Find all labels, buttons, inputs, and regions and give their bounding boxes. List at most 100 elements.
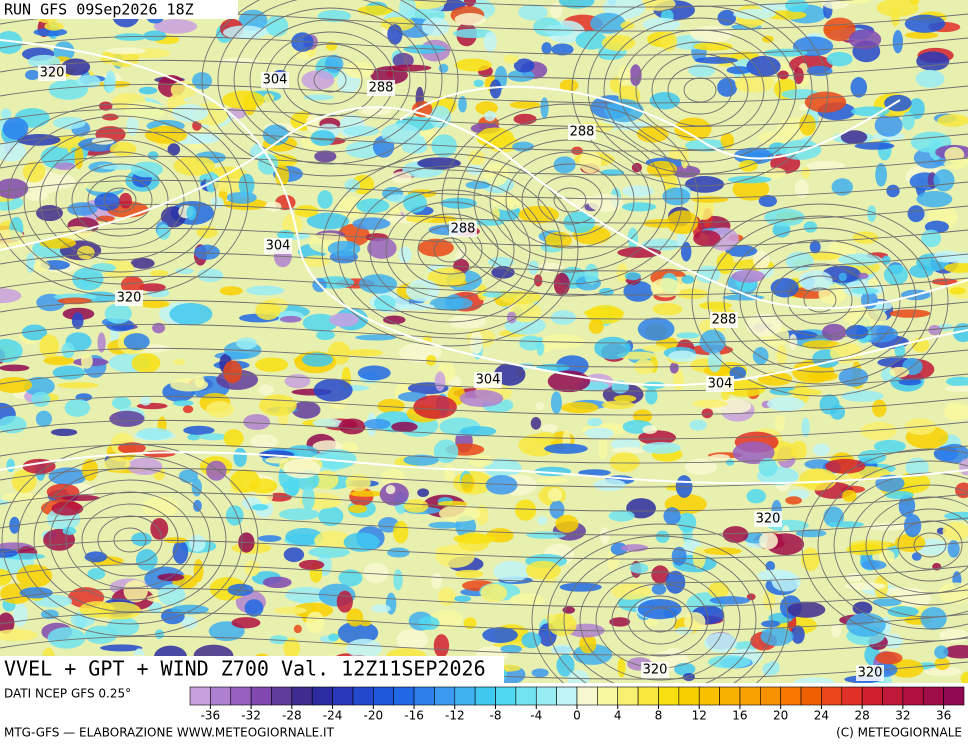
streamline	[755, 251, 885, 349]
color-box	[434, 686, 456, 706]
vvel-blob	[600, 169, 625, 176]
streamline	[0, 0, 856, 8]
vvel-blob	[363, 418, 391, 430]
contour-line	[0, 106, 968, 310]
vvel-blob	[806, 160, 845, 171]
vvel-blob	[683, 612, 706, 632]
color-box	[576, 686, 598, 706]
vvel-blob	[348, 504, 368, 514]
colorbar-tick-label: -24	[323, 709, 343, 723]
vvel-blob	[693, 230, 721, 247]
vvel-blob	[316, 330, 335, 341]
vvel-blob	[136, 427, 172, 441]
vvel-blob	[293, 624, 302, 634]
vvel-blob	[0, 629, 38, 642]
vvel-blob	[428, 521, 461, 529]
vvel-blob	[709, 454, 731, 461]
vvel-blob	[624, 272, 641, 281]
run-label: RUN GFS 09Sep2026 18Z	[4, 1, 194, 19]
vvel-blob	[525, 560, 562, 580]
vvel-blob	[157, 224, 171, 240]
vvel-blob	[2, 117, 29, 140]
vvel-blob	[468, 150, 485, 165]
vvel-blob	[909, 264, 934, 278]
vvel-blob	[371, 604, 391, 613]
colorbar-tick-label: 12	[692, 709, 707, 723]
streamline	[635, 41, 765, 139]
vvel-blob	[346, 638, 382, 659]
footer-right: (C) METEOGIORNALE	[836, 726, 962, 740]
vvel-blob	[717, 9, 737, 26]
vvel-blob	[236, 337, 258, 350]
vvel-blob	[418, 616, 440, 631]
vvel-blob	[952, 323, 968, 343]
vvel-blob	[0, 568, 12, 586]
vvel-blob	[279, 315, 302, 323]
contour-line	[0, 39, 968, 387]
vvel-blob	[233, 447, 247, 468]
streamline	[39, 139, 201, 261]
vvel-blob	[874, 113, 903, 137]
streamline	[0, 443, 968, 464]
streamline	[0, 347, 968, 368]
vvel-blob	[194, 244, 220, 260]
vvel-blob	[861, 560, 887, 570]
vvel-blob	[880, 587, 924, 595]
vvel-blob	[760, 627, 794, 646]
vvel-blob	[831, 178, 853, 196]
vvel-blob	[314, 150, 337, 163]
vvel-blob	[338, 418, 366, 435]
streamline	[233, 7, 427, 153]
vvel-blob	[39, 237, 77, 249]
vvel-blob	[720, 132, 735, 149]
vvel-blob	[788, 334, 798, 350]
vvel-blob	[153, 19, 198, 34]
vvel-blob	[400, 303, 435, 311]
vvel-blob	[278, 508, 320, 521]
vvel-blob	[385, 485, 396, 495]
vvel-blob	[381, 468, 405, 486]
gpt-contours	[0, 39, 968, 485]
vvel-blob	[638, 430, 677, 445]
vvel-blob	[939, 628, 968, 644]
vvel-blob	[637, 598, 682, 620]
vvel-blob	[684, 176, 725, 193]
vvel-blob	[944, 385, 968, 392]
vvel-blob	[96, 215, 115, 222]
vvel-blob	[540, 97, 549, 119]
vvel-blob	[98, 101, 113, 111]
vvel-blob	[286, 445, 318, 459]
vvel-blob	[941, 252, 968, 264]
vvel-blob	[733, 147, 774, 165]
vvel-blob	[651, 583, 667, 595]
vvel-blob	[52, 116, 86, 130]
streamline	[0, 155, 968, 176]
vvel-blob	[787, 601, 826, 618]
vvel-blob	[294, 205, 319, 218]
colorbar-tick-label: -16	[404, 709, 424, 723]
vvel-blob	[513, 113, 537, 125]
vvel-blob	[0, 338, 23, 363]
color-box	[922, 686, 944, 706]
color-box	[332, 686, 354, 706]
vvel-blob	[222, 25, 267, 40]
vvel-blob	[425, 354, 437, 366]
vvel-blob	[285, 586, 328, 603]
streamline	[0, 203, 968, 224]
vvel-blob	[793, 67, 804, 85]
vvel-blob	[621, 185, 654, 198]
vvel-blob	[283, 547, 305, 563]
contour-label: 304	[266, 239, 291, 254]
vvel-blob	[702, 547, 742, 555]
streamline	[531, 523, 789, 683]
vvel-blob	[181, 616, 198, 629]
vvel-blob	[308, 546, 350, 558]
vvel-blob	[807, 371, 838, 382]
vvel-blob	[477, 284, 488, 301]
vvel-blob	[800, 547, 820, 572]
vvel-blob	[417, 488, 430, 497]
vvel-blob	[593, 478, 626, 492]
vvel-blob	[17, 134, 61, 146]
vvel-blob	[717, 78, 738, 97]
vvel-blob	[33, 28, 68, 37]
